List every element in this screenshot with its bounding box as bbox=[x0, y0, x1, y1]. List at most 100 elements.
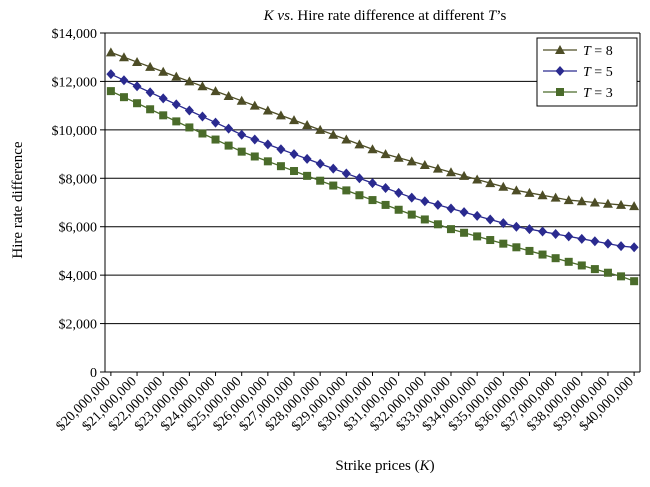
data-point bbox=[211, 117, 221, 128]
data-point bbox=[263, 139, 273, 150]
axes bbox=[100, 32, 641, 376]
chart-title-middle: . Hire rate difference at different bbox=[290, 8, 488, 24]
legend-marker bbox=[555, 45, 565, 54]
y-tick-label: 0 bbox=[90, 366, 97, 381]
data-point bbox=[551, 254, 560, 263]
data-point bbox=[590, 265, 599, 274]
data-point bbox=[275, 110, 286, 120]
data-point bbox=[446, 225, 455, 234]
data-point bbox=[105, 47, 116, 57]
data-point bbox=[498, 181, 509, 191]
data-point bbox=[407, 210, 416, 219]
legend: T = 8 T = 5 T = 3 bbox=[536, 37, 638, 107]
legend-label-var: T bbox=[583, 65, 592, 80]
x-axis-label-k: K bbox=[419, 458, 431, 474]
data-point bbox=[420, 196, 430, 207]
data-point bbox=[564, 257, 573, 266]
y-tick-label: $4,000 bbox=[59, 269, 98, 284]
data-point bbox=[511, 185, 522, 195]
data-point bbox=[249, 100, 260, 110]
chart-title-k: K bbox=[263, 8, 275, 24]
data-point bbox=[290, 167, 299, 176]
data-point bbox=[237, 129, 247, 140]
data-point bbox=[524, 187, 535, 197]
y-tick-label: $14,000 bbox=[52, 27, 98, 42]
x-tick-labels: $20,000,000$21,000,000$22,000,000$23,000… bbox=[54, 374, 637, 434]
data-point bbox=[185, 123, 194, 132]
data-point bbox=[432, 163, 443, 173]
data-point bbox=[210, 86, 221, 96]
y-tick-label: $10,000 bbox=[52, 124, 98, 139]
data-point bbox=[289, 149, 299, 160]
data-point bbox=[538, 250, 547, 259]
data-point bbox=[473, 232, 482, 241]
data-point bbox=[433, 199, 443, 210]
data-point bbox=[512, 243, 521, 252]
data-point bbox=[118, 52, 129, 62]
data-point bbox=[393, 152, 404, 162]
data-point bbox=[354, 173, 364, 184]
data-point bbox=[577, 261, 586, 270]
data-point bbox=[146, 105, 155, 114]
data-point bbox=[328, 163, 338, 174]
data-point bbox=[629, 242, 639, 253]
data-point bbox=[224, 141, 233, 150]
data-point bbox=[237, 147, 246, 156]
data-point bbox=[276, 162, 285, 171]
data-point bbox=[590, 236, 600, 247]
data-point bbox=[563, 195, 574, 205]
data-point bbox=[603, 238, 613, 249]
data-point bbox=[302, 120, 313, 130]
legend-label: T = 5 bbox=[583, 65, 613, 80]
data-point bbox=[341, 134, 352, 144]
y-tick-label: $8,000 bbox=[59, 172, 98, 187]
data-point bbox=[433, 220, 442, 229]
x-axis-label: Strike prices (K) bbox=[335, 458, 434, 474]
data-point bbox=[419, 159, 430, 169]
data-point bbox=[158, 93, 168, 104]
data-point bbox=[577, 233, 587, 244]
data-point bbox=[472, 210, 482, 221]
data-point bbox=[368, 178, 377, 189]
data-point bbox=[106, 87, 115, 96]
legend-item: T = 3 bbox=[543, 86, 613, 101]
data-point bbox=[460, 228, 469, 237]
data-point bbox=[485, 178, 496, 188]
data-point bbox=[354, 139, 365, 149]
x-axis-label-prefix: Strike prices ( bbox=[335, 458, 419, 474]
data-point bbox=[589, 197, 600, 207]
chart-title-t: T bbox=[488, 8, 498, 24]
data-point bbox=[498, 218, 508, 229]
legend-box bbox=[536, 37, 638, 107]
legend-label-rest: = 8 bbox=[591, 44, 613, 59]
data-point bbox=[132, 57, 143, 67]
data-point bbox=[119, 93, 128, 102]
data-point bbox=[302, 153, 312, 164]
data-point bbox=[459, 207, 469, 218]
data-point bbox=[367, 144, 378, 154]
data-point bbox=[171, 71, 182, 81]
data-point bbox=[616, 241, 626, 252]
data-point bbox=[145, 61, 156, 71]
data-point bbox=[446, 203, 456, 214]
data-point bbox=[551, 228, 561, 239]
data-point bbox=[459, 170, 470, 180]
legend-label-var: T bbox=[583, 44, 592, 59]
data-point bbox=[171, 99, 181, 110]
chart-title-vs: vs bbox=[277, 8, 290, 24]
legend-item: T = 5 bbox=[543, 65, 613, 80]
data-point bbox=[394, 205, 403, 214]
legend-marker bbox=[555, 66, 565, 76]
data-point bbox=[486, 236, 495, 245]
data-point bbox=[303, 171, 312, 180]
data-point bbox=[472, 174, 483, 184]
data-point bbox=[525, 246, 534, 255]
data-point bbox=[341, 168, 351, 179]
data-point bbox=[629, 201, 640, 211]
data-point bbox=[368, 196, 377, 205]
chart-title-end: ’s bbox=[496, 8, 506, 24]
data-point bbox=[406, 156, 417, 166]
data-point bbox=[603, 268, 612, 277]
legend-item: T = 8 bbox=[543, 44, 613, 59]
data-point bbox=[250, 134, 260, 145]
